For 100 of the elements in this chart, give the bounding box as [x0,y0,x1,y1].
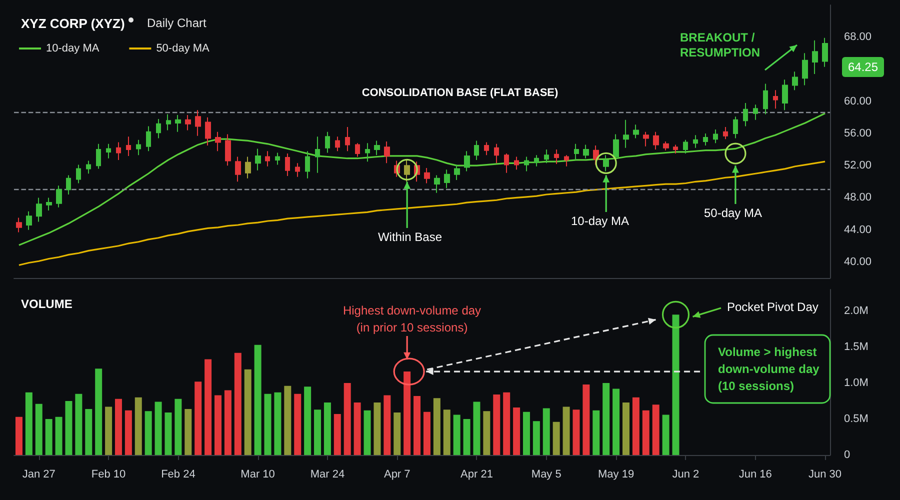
candlestick [46,197,52,212]
annotation: 50-day MA [704,206,762,220]
candlestick [534,154,539,167]
candlestick [205,116,211,146]
bar [443,410,450,455]
candlestick [295,162,300,178]
candlestick [106,143,111,159]
candlestick [235,156,241,182]
x-tick-label: Mar 24 [310,468,345,480]
y-tick-label: 0 [844,449,850,461]
annotation: CONSOLIDATION BASE (FLAT BASE) [362,87,559,99]
bar [85,408,92,455]
candlestick [146,126,151,152]
bar [65,401,72,455]
bar [473,402,480,455]
bar [662,414,670,455]
candlestick [26,210,32,230]
candlestick [683,139,688,154]
text: XYZ CORP (XYZ) [21,16,125,31]
candlestick [763,83,768,115]
candlestick [693,134,698,148]
y-tick-label: 56.00 [844,127,872,140]
candlestick [593,145,599,166]
x-tick-label: Feb 24 [161,468,196,480]
candlestick [504,153,509,174]
bar [542,408,550,455]
candlestick [335,136,340,152]
candlestick [733,116,738,139]
bar [672,314,680,455]
candlestick [792,71,798,91]
bar [394,412,401,455]
bar [453,414,460,455]
candlestick [494,143,499,164]
candlestick [195,110,201,136]
bar [15,416,22,455]
candlestick [583,144,589,159]
bar [423,412,430,455]
bar [95,368,102,455]
bar [622,402,630,455]
candlestick [374,140,380,156]
bar [194,382,202,455]
candlestick [434,174,440,194]
bar [314,410,322,455]
bar [612,388,620,455]
bar [522,412,530,455]
x-tick-label: Jan 27 [22,468,56,480]
bar [582,384,590,455]
candlestick [16,217,22,233]
candlestick [514,156,519,170]
bar [493,394,500,455]
candlestick [285,153,290,177]
bar [433,398,440,455]
x-tick-label: Jun 16 [738,468,772,480]
candlestick [464,150,470,172]
bar [483,411,490,455]
bar [184,408,192,455]
candlestick [544,149,549,164]
bar [214,395,222,455]
candlestick [96,143,101,170]
candlestick [474,140,479,160]
x-tick-label: Apr 21 [460,468,493,480]
bar [154,402,162,455]
bar [364,410,371,455]
candlestick [564,154,569,167]
candlestick [723,126,728,140]
candlestick [116,142,121,160]
candlestick [66,174,71,195]
bar [274,392,282,455]
price-tag: 64.25 [842,57,884,77]
y-tick-label: 1.0M [844,377,868,390]
x-tick-label: Apr 7 [384,468,410,480]
bar [632,397,640,455]
bar [334,414,341,455]
line-series [18,112,826,246]
bar [45,419,52,455]
bar [513,408,520,455]
bar [254,344,262,455]
candlestick [36,197,42,222]
candlestick [673,144,678,154]
bar [652,404,660,455]
bar [414,396,421,455]
x-tick-label: Jun 2 [672,468,700,480]
candlestick [653,131,659,150]
candlestick [345,126,350,152]
candlestick [355,142,360,158]
candlestick [773,90,778,110]
bar [25,392,32,455]
bar [204,359,212,455]
x-tick-label: May 19 [598,468,634,480]
candlestick [613,134,619,160]
annotation: Pocket Pivot Day [727,300,818,314]
candlestick [424,167,430,184]
candlestick [444,169,450,189]
candlestick [454,164,460,181]
candlestick [812,40,818,75]
bar [552,422,560,455]
candlestick [136,139,141,156]
bar [304,386,312,455]
candlestick [86,160,91,174]
bar [55,416,62,455]
